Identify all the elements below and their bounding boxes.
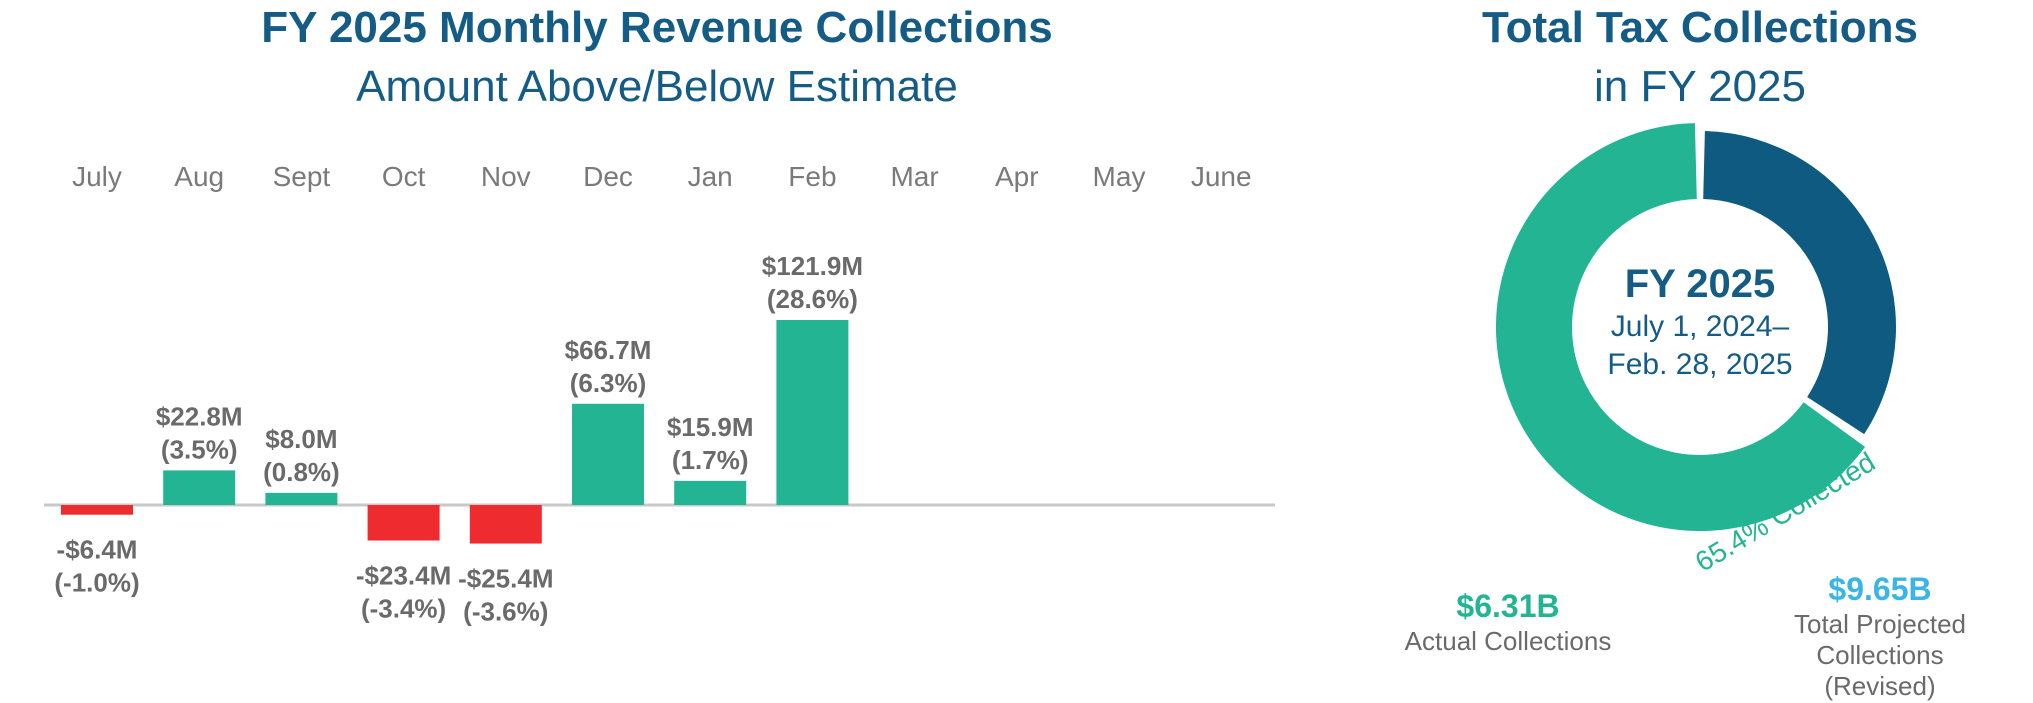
bar-pct-label-nov: (-3.6%): [463, 597, 548, 627]
donut-center-title: FY 2025: [1625, 262, 1776, 306]
bar-value-label-feb: $121.9M: [762, 251, 863, 281]
donut-group: [1495, 123, 1896, 531]
bar-pct-label-july: (-1.0%): [54, 568, 139, 598]
bar-nov: [469, 505, 542, 544]
donut-slice-collected: [1495, 123, 1866, 531]
bar-july: [61, 505, 133, 515]
bar-aug: [163, 470, 236, 505]
month-label-oct: Oct: [382, 161, 426, 192]
actual-collections-caption: Actual Collections: [1405, 626, 1612, 656]
bar-value-label-sept: $8.0M: [265, 424, 337, 454]
month-label-nov: Nov: [481, 161, 531, 192]
bar-pct-label-jan: (1.7%): [672, 445, 749, 475]
bar-sept: [265, 492, 338, 505]
month-label-mar: Mar: [890, 161, 938, 192]
bars-group: [61, 320, 849, 544]
bar-value-label-dec: $66.7M: [565, 335, 652, 365]
bar-value-label-jan: $15.9M: [667, 412, 754, 442]
month-label-jan: Jan: [688, 161, 733, 192]
projected-collections-value: $9.65B: [1828, 571, 1931, 607]
month-labels: July Aug Sept Oct Nov Dec Jan Feb Mar Apr May June: [72, 161, 1251, 192]
projected-caption-line2: Collections: [1816, 640, 1943, 670]
bar-dec: [572, 403, 644, 505]
month-label-dec: Dec: [583, 161, 633, 192]
bar-pct-label-oct: (-3.4%): [361, 594, 446, 624]
bar-chart-subtitle: Amount Above/Below Estimate: [356, 62, 958, 111]
donut-subtitle: in FY 2025: [1594, 62, 1806, 111]
actual-collections-value: $6.31B: [1456, 588, 1559, 624]
bar-pct-label-sept: (0.8%): [263, 457, 340, 487]
bar-jan: [674, 480, 747, 505]
projected-caption-line3: (Revised): [1824, 671, 1935, 701]
projected-caption-line1: Total Projected: [1794, 609, 1966, 639]
month-label-june: June: [1191, 161, 1252, 192]
month-label-may: May: [1093, 161, 1146, 192]
bar-feb: [776, 320, 849, 505]
bar-pct-label-aug: (3.5%): [161, 434, 238, 464]
donut-title: Total Tax Collections: [1482, 3, 1918, 52]
month-label-apr: Apr: [995, 161, 1039, 192]
bar-value-label-aug: $22.8M: [156, 401, 243, 431]
bar-labels-group: -$6.4M(-1.0%) $22.8M(3.5%) $8.0M(0.8%) -$23…: [54, 251, 863, 627]
bar-chart-title: FY 2025 Monthly Revenue Collections: [261, 3, 1052, 52]
bar-value-label-july: -$6.4M: [57, 535, 138, 565]
month-label-feb: Feb: [788, 161, 836, 192]
donut-center-line2: Feb. 28, 2025: [1607, 348, 1792, 381]
bar-pct-label-feb: (28.6%): [767, 284, 858, 314]
month-label-aug: Aug: [174, 161, 224, 192]
bar-pct-label-dec: (6.3%): [570, 368, 647, 398]
month-label-sept: Sept: [273, 161, 331, 192]
bar-value-label-nov: -$25.4M: [458, 564, 553, 594]
bar-oct: [367, 505, 440, 541]
donut-slice-remaining: [1703, 131, 1896, 435]
month-label-july: July: [72, 161, 122, 192]
bar-value-label-oct: -$23.4M: [356, 561, 451, 591]
donut-center-line1: July 1, 2024–: [1611, 310, 1790, 343]
